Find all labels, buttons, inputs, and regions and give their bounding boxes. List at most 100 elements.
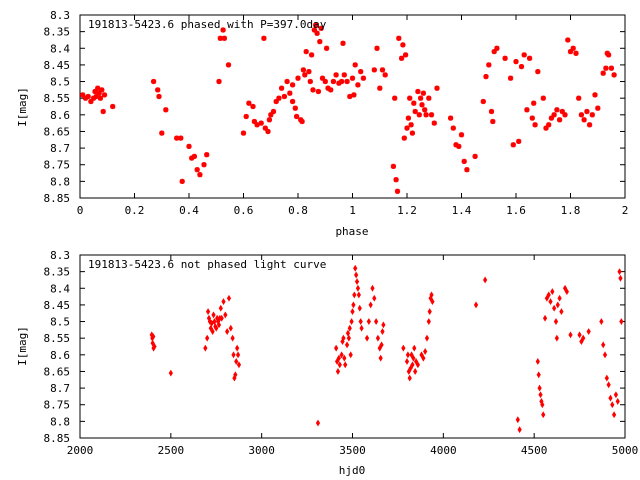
phased-plot-data-point xyxy=(411,100,417,106)
phased-plot-data-point xyxy=(532,122,538,128)
unphased-plot-data-point xyxy=(234,358,239,365)
phased-plot-data-point xyxy=(328,87,334,93)
phased-plot-data-point xyxy=(450,125,456,131)
unphased-plot-data-point xyxy=(218,304,223,312)
phased-plot-x-tick-label: 1.2 xyxy=(397,204,417,217)
unphased-plot-data-point xyxy=(343,361,348,369)
phased-plot-data-point xyxy=(392,95,398,101)
unphased-plot-data-point xyxy=(339,351,344,359)
phased-plot-data-point xyxy=(464,167,470,173)
unphased-plot-y-tick-label: 8.45 xyxy=(44,299,71,312)
unphased-plot-data-point xyxy=(210,328,215,335)
unphased-plot-data-point xyxy=(564,288,569,296)
unphased-plot-data-point xyxy=(337,361,342,369)
phased-plot-data-point xyxy=(306,68,312,75)
unphased-plot-data-point xyxy=(421,354,426,362)
unphased-plot-data-point xyxy=(335,368,341,375)
unphased-plot-data-point xyxy=(617,268,622,276)
phased-plot-data-point xyxy=(322,78,328,85)
unphased-plot-y-tick-label: 8.5 xyxy=(50,316,70,329)
unphased-plot-data-point xyxy=(405,351,411,359)
unphased-plot-data-point xyxy=(341,334,346,342)
phased-plot-data-point xyxy=(513,58,519,65)
phased-plot-data-point xyxy=(355,82,361,88)
unphased-plot-data-point xyxy=(515,416,520,424)
phased-plot-data-point xyxy=(371,67,377,73)
unphased-plot-points xyxy=(149,264,624,434)
unphased-plot-data-point xyxy=(535,358,540,365)
phased-plot-title: 191813-5423.6 phased with P=397.0day xyxy=(88,18,327,31)
phased-plot-data-point xyxy=(100,108,106,115)
phased-plot-data-point xyxy=(382,72,388,78)
phased-plot-data-point xyxy=(521,52,527,58)
unphased-plot-title: 191813-5423.6 not phased light curve xyxy=(88,258,326,271)
unphased-plot-data-point xyxy=(430,298,435,306)
unphased-plot-x-tick-label: 3000 xyxy=(248,444,275,457)
unphased-plot-data-point xyxy=(205,308,211,315)
phased-plot-data-point xyxy=(344,78,350,85)
phased-plot-data-point xyxy=(400,42,406,48)
phased-plot-data-point xyxy=(159,130,165,136)
phased-plot-data-point xyxy=(570,45,576,51)
phased-plot-data-point xyxy=(461,158,467,164)
unphased-plot-data-point xyxy=(359,324,364,332)
unphased-plot-data-point xyxy=(540,401,545,409)
unphased-plot-frame xyxy=(79,254,626,439)
unphased-plot-data-point xyxy=(225,328,230,335)
phased-plot-y-tick-label: 8.35 xyxy=(44,26,71,39)
phased-plot-data-point xyxy=(270,108,277,115)
unphased-plot-data-point xyxy=(483,276,488,284)
phased-plot-x-tick-label: 2 xyxy=(622,204,629,217)
phased-plot-data-point xyxy=(540,95,546,101)
unphased-plot-data-point xyxy=(358,318,363,325)
phased-plot-y-tick-label: 8.55 xyxy=(44,92,71,105)
phased-plot-data-point xyxy=(101,92,108,98)
unphased-plot-data-point xyxy=(555,301,560,309)
unphased-plot-y-tick-label: 8.65 xyxy=(44,365,71,378)
unphased-plot-data-point xyxy=(601,341,606,349)
phased-plot-data-point xyxy=(524,107,530,113)
phased-plot-data-point xyxy=(307,78,313,85)
phased-plot-data-point xyxy=(254,122,260,128)
phased-plot-data-point xyxy=(95,85,101,91)
phased-plot-data-point xyxy=(611,72,617,78)
phased-plot-data-point xyxy=(313,22,319,28)
unphased-plot-data-point xyxy=(557,294,562,302)
phased-plot-data-point xyxy=(508,75,514,81)
phased-plot-data-point xyxy=(556,117,563,123)
phased-plot-data-point xyxy=(174,135,180,141)
phased-plot-y-tick-label: 8.85 xyxy=(44,192,71,205)
phased-plot-data-point xyxy=(221,35,227,41)
unphased-plot-x-tick-label: 2000 xyxy=(67,444,94,457)
phased-plot-x-tick-label: 1.6 xyxy=(506,204,526,217)
unphased-plot-data-point xyxy=(426,318,431,325)
unphased-plot-data-point xyxy=(413,368,418,375)
unphased-plot-x-tick-label: 4500 xyxy=(521,444,548,457)
phased-plot-data-point xyxy=(431,120,437,126)
phased-plot-data-point xyxy=(516,138,522,144)
phased-plot-data-point xyxy=(483,73,489,80)
phased-plot-x-tick-label: 1.4 xyxy=(452,204,472,217)
unphased-plot-data-point xyxy=(168,369,173,377)
unphased-plot-data-point xyxy=(427,308,432,315)
phased-plot-x-tick-label: 0.4 xyxy=(179,204,199,217)
phased-plot-data-point xyxy=(324,45,330,51)
unphased-plot-data-point xyxy=(423,348,428,355)
phased-plot-data-point xyxy=(401,135,407,141)
phased-plot-data-point xyxy=(97,95,104,101)
unphased-plot-data-point xyxy=(221,298,226,306)
phased-plot-data-point xyxy=(339,78,345,85)
unphased-plot-y-tick-label: 8.4 xyxy=(50,282,70,295)
unphased-plot-data-point xyxy=(404,358,410,365)
phased-plot-data-point xyxy=(423,112,429,118)
phased-plot-data-point xyxy=(151,78,157,85)
phased-plot-y-axis-label: I[mag] xyxy=(16,87,29,127)
phased-plot-data-point xyxy=(589,112,595,118)
unphased-plot-data-point xyxy=(559,308,564,315)
unphased-plot-data-point xyxy=(380,328,385,335)
phased-plot-data-point xyxy=(246,100,252,106)
unphased-plot-data-point xyxy=(429,291,434,299)
unphased-plot-data-point xyxy=(203,344,208,352)
phased-plot-data-point xyxy=(490,118,496,125)
phased-plot-data-point xyxy=(295,75,301,81)
